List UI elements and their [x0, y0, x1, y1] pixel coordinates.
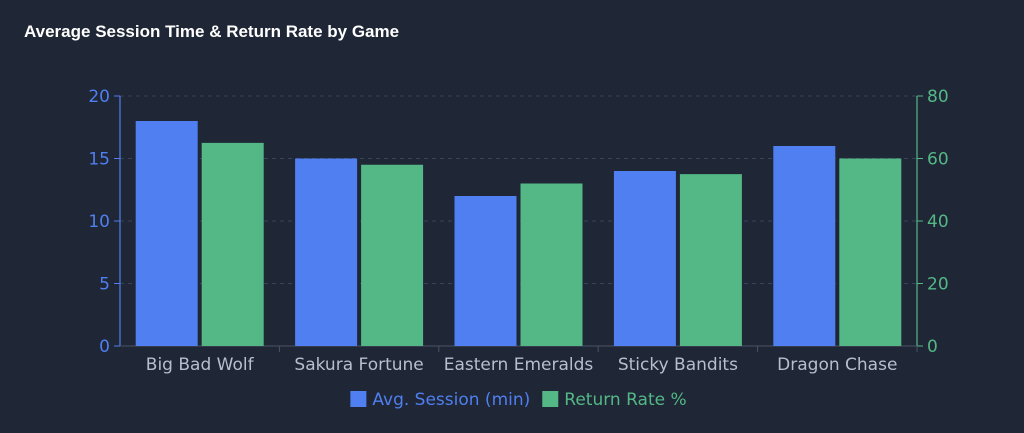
- bar-avg-session: [773, 146, 836, 346]
- right-tick-label: 80: [927, 87, 949, 107]
- right-tick-label: 40: [927, 212, 949, 232]
- legend-item[interactable]: Avg. Session (min): [350, 390, 530, 410]
- bar-avg-session: [295, 158, 358, 346]
- left-tick-label: 20: [88, 87, 110, 107]
- right-tick-label: 20: [927, 275, 949, 295]
- left-tick-label: 0: [99, 337, 110, 357]
- left-tick-label: 15: [88, 150, 110, 170]
- left-tick-label: 5: [99, 275, 110, 295]
- bar-return-rate: [201, 142, 264, 346]
- bar-return-rate: [361, 164, 424, 346]
- bar-avg-session: [135, 121, 198, 346]
- right-tick-label: 0: [927, 337, 938, 357]
- legend-label: Avg. Session (min): [372, 390, 530, 410]
- x-tick-label: Dragon Chase: [777, 355, 897, 375]
- bar-avg-session: [454, 196, 517, 346]
- legend-swatch: [542, 391, 559, 407]
- bar-return-rate: [520, 183, 583, 346]
- bar-return-rate: [839, 158, 902, 346]
- legend-swatch: [350, 391, 367, 407]
- bar-return-rate: [679, 174, 742, 346]
- legend-label: Return Rate %: [564, 390, 686, 410]
- x-tick-label: Sakura Fortune: [294, 355, 423, 375]
- legend-item[interactable]: Return Rate %: [542, 390, 687, 410]
- x-tick-label: Big Bad Wolf: [146, 355, 255, 375]
- right-tick-label: 60: [927, 150, 949, 170]
- bar-avg-session: [613, 171, 676, 346]
- left-tick-label: 10: [88, 212, 110, 232]
- x-tick-label: Sticky Bandits: [618, 355, 738, 375]
- x-tick-label: Eastern Emeralds: [444, 355, 594, 375]
- chart-title: Average Session Time & Return Rate by Ga…: [24, 22, 400, 41]
